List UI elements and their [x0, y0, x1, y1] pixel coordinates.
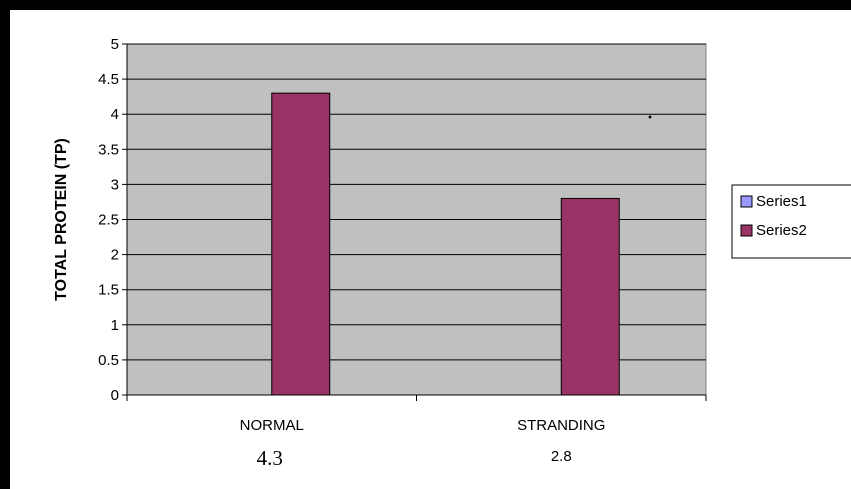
category-value-label: 4.3	[257, 446, 283, 470]
y-tick-label: 1	[111, 317, 119, 334]
x-category-label: STRANDING	[517, 417, 605, 434]
legend-swatch	[740, 195, 753, 208]
legend-label: Series2	[756, 222, 807, 239]
y-tick-label: 4	[111, 106, 119, 123]
y-tick-label: 5	[111, 36, 119, 53]
category-value-label: 2.8	[551, 448, 572, 465]
legend-swatch	[740, 224, 753, 237]
legend-label: Series1	[756, 193, 807, 210]
bar-series2-stranding	[560, 197, 620, 396]
y-tick-label: 0.5	[98, 352, 119, 369]
y-tick-label: 3	[111, 176, 119, 193]
y-axis-title: TOTAL PROTEIN (TP)	[53, 138, 70, 301]
marker-dot	[648, 115, 652, 119]
y-tick-label: 0	[111, 387, 119, 404]
y-tick-label: 3.5	[98, 141, 119, 158]
y-tick-label: 2.5	[98, 212, 119, 229]
y-tick-label: 4.5	[98, 71, 119, 88]
chart-frame: 0 0.5 1 1.5 2 2.5 3 3.5 4 4.5 5 NORMAL 4.3 STRANDING 2…	[10, 10, 851, 489]
x-category-label: NORMAL	[240, 417, 304, 434]
y-tick-label: 2	[111, 247, 119, 264]
bar-chart: 0 0.5 1 1.5 2 2.5 3 3.5 4 4.5 5 NORMAL 4.3 STRANDING 2…	[53, 36, 851, 470]
bar-series2-normal	[271, 92, 331, 396]
y-tick-label: 1.5	[98, 282, 119, 299]
